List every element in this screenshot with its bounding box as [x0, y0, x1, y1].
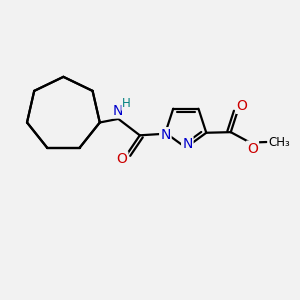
Text: N: N [182, 137, 193, 151]
Text: O: O [236, 99, 247, 113]
Text: O: O [116, 152, 127, 166]
Text: N: N [160, 128, 171, 142]
Text: N: N [113, 103, 124, 118]
Text: H: H [122, 97, 131, 110]
Text: O: O [247, 142, 258, 156]
Text: CH₃: CH₃ [268, 136, 290, 148]
